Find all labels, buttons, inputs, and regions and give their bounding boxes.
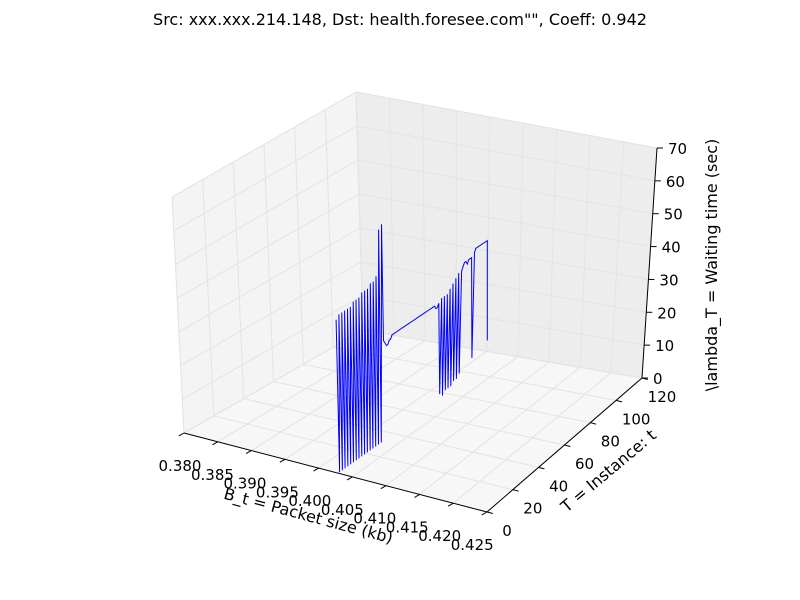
data-layer [335, 224, 488, 473]
grid-line-z [355, 91, 658, 149]
y-tick [486, 511, 493, 514]
x-tick [346, 476, 353, 481]
grid-line-z [178, 227, 361, 333]
axis-lines [178, 147, 663, 516]
grid-line-z [175, 159, 359, 265]
y-tick [512, 489, 519, 492]
x-tick [245, 450, 252, 454]
chart-title: Src: xxx.xxx.214.148, Dst: health.forese… [153, 10, 647, 29]
x-tick-label: 0.400 [288, 492, 331, 510]
grid-line-y [202, 179, 215, 416]
grid-line-z [182, 295, 363, 400]
grid-line-z [176, 193, 360, 299]
series-line [335, 224, 488, 473]
grid-line-x [388, 98, 395, 336]
z-tick-label: 70 [668, 140, 687, 158]
y-tick-label: 100 [622, 410, 651, 428]
y-tick-label: 80 [601, 433, 620, 451]
y-tick [616, 399, 623, 403]
grid-line-y [243, 398, 539, 468]
grid-line-x [422, 104, 426, 341]
grid-line-z [183, 329, 364, 434]
x-tick [279, 458, 286, 463]
z-tick-label: 20 [657, 304, 676, 322]
x-tick [212, 441, 218, 446]
grid-line-y [273, 381, 565, 446]
x-tick [380, 485, 387, 490]
z-tick-label: 40 [662, 239, 681, 257]
grid-line-z [357, 159, 653, 215]
grid-line-z [356, 125, 655, 182]
x-tick [178, 432, 185, 437]
grid-line-z [359, 227, 649, 280]
grid-line-z [180, 261, 362, 367]
z-axis-line [641, 147, 658, 379]
x-tick [313, 467, 319, 472]
grid-line-x [517, 123, 524, 357]
x-tick-label: 0.395 [256, 483, 299, 501]
grid-line-y [324, 109, 334, 348]
y-tick [564, 444, 571, 447]
x-tick-label: 0.425 [451, 536, 494, 554]
grid-line-y [294, 126, 304, 365]
grid-line-z [361, 295, 645, 346]
tick-labels: 0.3800.3850.3900.3950.4000.4050.4100.415… [159, 140, 688, 554]
grid-line-y [171, 196, 185, 434]
x-tick-label: 0.410 [353, 510, 396, 528]
y-tick [538, 466, 545, 470]
z-axis-label: \lambda_T = Waiting time (sec) [702, 139, 722, 392]
x-tick [414, 494, 420, 498]
x-tick-label: 0.385 [191, 466, 234, 484]
grid-line-z [358, 193, 651, 248]
y-axis-line [486, 377, 643, 513]
grid-line-y [232, 161, 245, 399]
y-tick [590, 422, 597, 425]
x-tick-label: 0.380 [159, 457, 202, 475]
grid-line-y [303, 363, 591, 424]
z-tick-label: 0 [653, 370, 663, 388]
grid-line-z [362, 329, 643, 379]
grid-line-y [263, 144, 274, 382]
x-tick-label: 0.415 [386, 518, 429, 536]
y-tick-label: 0 [502, 522, 512, 540]
grid-line-x [610, 141, 625, 373]
grid-line-x [579, 135, 591, 368]
z-tick-label: 60 [666, 173, 685, 191]
z-tick-label: 50 [664, 206, 683, 224]
x-tick [447, 502, 454, 507]
z-tick-label: 30 [659, 271, 678, 289]
y-tick-label: 60 [575, 455, 594, 473]
y-tick-label: 120 [648, 388, 677, 406]
grid-line-z [173, 125, 358, 232]
x-tick-label: 0.390 [223, 475, 266, 493]
grid-line-y [355, 91, 364, 331]
x-tick-label: 0.405 [321, 501, 364, 519]
x-axis-line [183, 432, 488, 513]
y-tick-label: 40 [549, 477, 568, 495]
grid-line-y [213, 415, 513, 491]
x-tick-label: 0.420 [418, 527, 461, 545]
grid-line-x [548, 129, 558, 363]
x-tick [481, 511, 488, 516]
grid-line-z [171, 91, 357, 198]
axis-panes [171, 91, 658, 513]
z-tick-label: 10 [655, 337, 674, 355]
y-tick-label: 20 [523, 500, 542, 518]
grid-line-z [360, 261, 647, 313]
